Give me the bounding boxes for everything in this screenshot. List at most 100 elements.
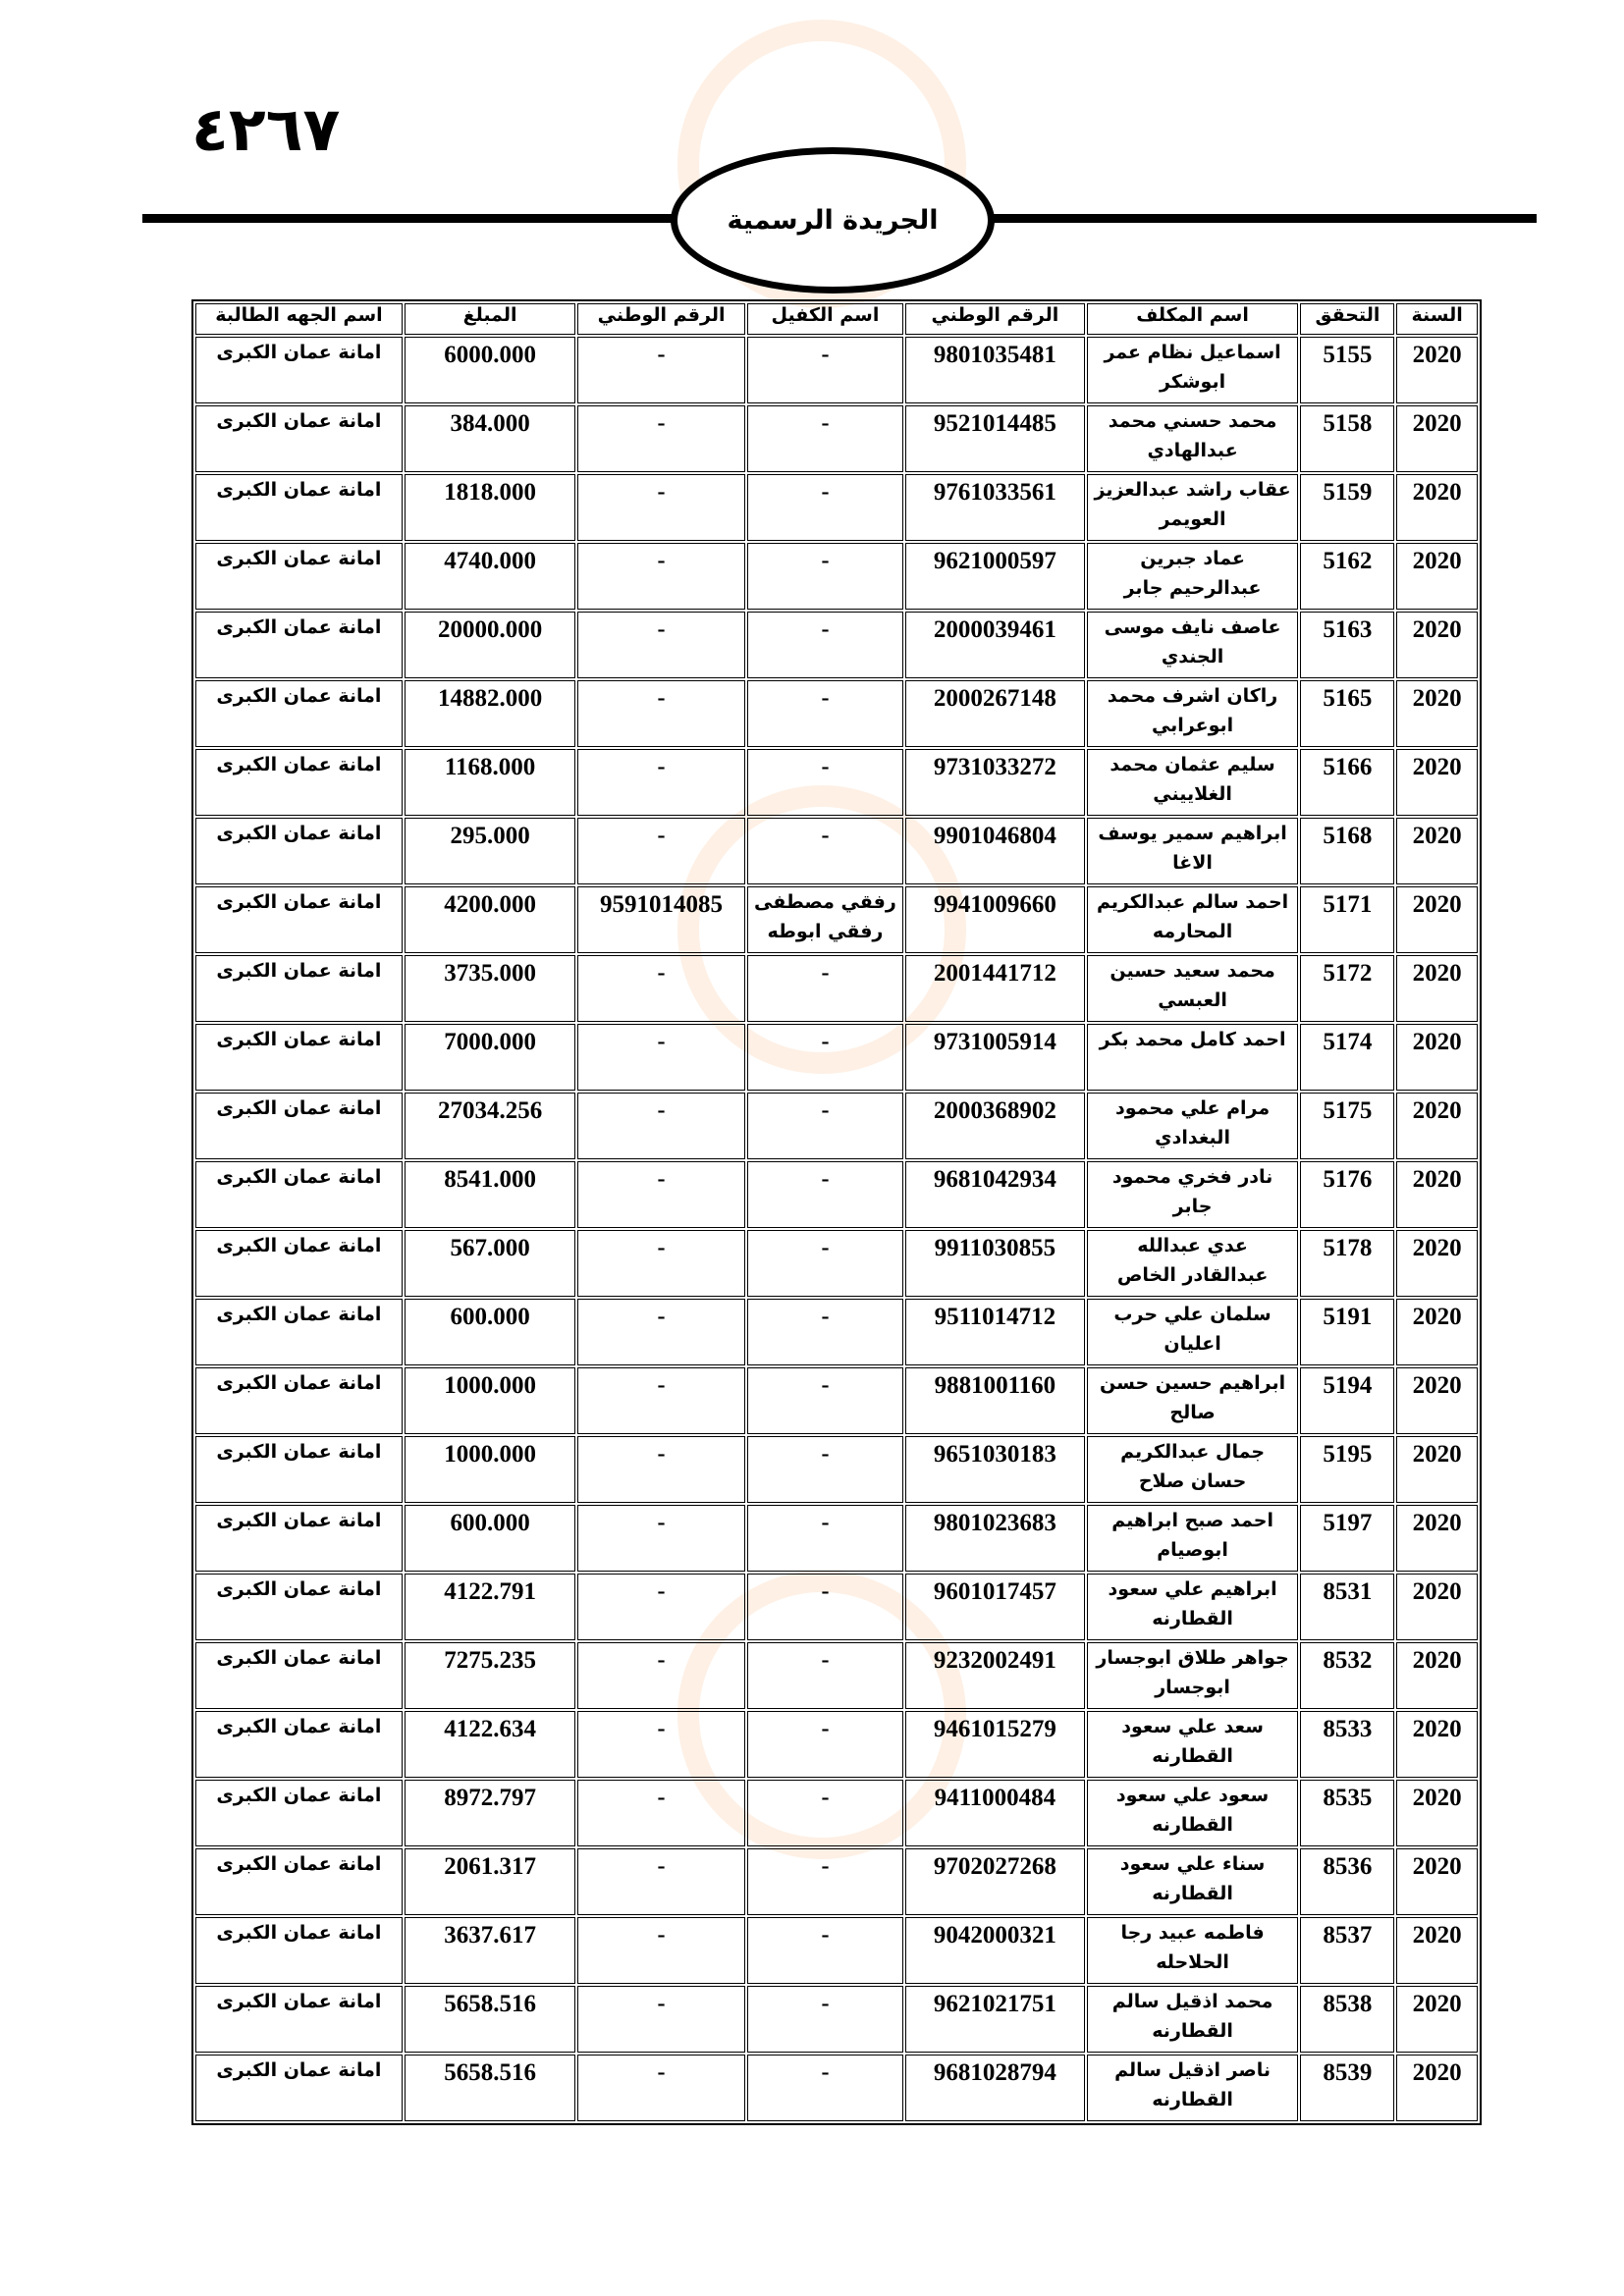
cell-national-id: 9232002491 <box>905 1642 1085 1709</box>
cell-year: 2020 <box>1396 543 1478 610</box>
cell-guarantor-national-id: - <box>577 1574 745 1640</box>
cell-debtor-name: سعد علي سعود القطارنه <box>1086 1711 1299 1778</box>
cell-amount: 7275.235 <box>404 1642 576 1709</box>
cell-amount: 5658.516 <box>404 2055 576 2121</box>
cell-amount: 4200.000 <box>404 886 576 953</box>
header-debtor-name: اسم المكلف <box>1086 303 1299 335</box>
cell-amount: 2061.317 <box>404 1848 576 1915</box>
cell-requesting-party: امانة عمان الكبرى <box>195 1024 403 1091</box>
cell-guarantor-name: - <box>746 1367 904 1434</box>
cell-debtor-name: فاطمه عبيد رجا الحلاحله <box>1086 1917 1299 1984</box>
cell-amount: 1000.000 <box>404 1367 576 1434</box>
cell-guarantor-name: - <box>746 1574 904 1640</box>
cell-year: 2020 <box>1396 1574 1478 1640</box>
table-row: 2020 8535 سعود علي سعود القطارنه 9411000484… <box>195 1780 1478 1846</box>
cell-verification: 5168 <box>1300 818 1395 884</box>
cell-guarantor-name: - <box>746 1986 904 2053</box>
cell-amount: 8972.797 <box>404 1780 576 1846</box>
cell-verification: 8536 <box>1300 1848 1395 1915</box>
table-row: 2020 5191 سلمان علي حرب اعليان 9511014712- -… <box>195 1299 1478 1365</box>
cell-guarantor-name: - <box>746 1780 904 1846</box>
cell-verification: 5166 <box>1300 749 1395 816</box>
cell-guarantor-name: - <box>746 1848 904 1915</box>
cell-guarantor-national-id: - <box>577 818 745 884</box>
cell-requesting-party: امانة عمان الكبرى <box>195 1780 403 1846</box>
cell-requesting-party: امانة عمان الكبرى <box>195 1230 403 1297</box>
cell-requesting-party: امانة عمان الكبرى <box>195 886 403 953</box>
cell-year: 2020 <box>1396 1093 1478 1159</box>
cell-year: 2020 <box>1396 1711 1478 1778</box>
cell-requesting-party: امانة عمان الكبرى <box>195 1161 403 1228</box>
cell-debtor-name: ابراهيم سمير يوسف الاغا <box>1086 818 1299 884</box>
cell-national-id: 9731005914 <box>905 1024 1085 1091</box>
cell-guarantor-national-id: - <box>577 1780 745 1846</box>
cell-guarantor-national-id: - <box>577 1711 745 1778</box>
cell-debtor-name: محمد سعيد حسين العبسي <box>1086 955 1299 1022</box>
cell-amount: 4122.634 <box>404 1711 576 1778</box>
cell-requesting-party: امانة عمان الكبرى <box>195 1848 403 1915</box>
cell-amount: 14882.000 <box>404 680 576 747</box>
cell-year: 2020 <box>1396 612 1478 678</box>
cell-year: 2020 <box>1396 1024 1478 1091</box>
cell-year: 2020 <box>1396 1848 1478 1915</box>
table-header-row: السنة التحقق اسم المكلف الرقم الوطني اسم الك… <box>195 303 1478 335</box>
cell-year: 2020 <box>1396 1917 1478 1984</box>
cell-guarantor-national-id: - <box>577 680 745 747</box>
cell-guarantor-national-id: - <box>577 543 745 610</box>
cell-guarantor-name: - <box>746 1093 904 1159</box>
cell-verification: 8538 <box>1300 1986 1395 2053</box>
cell-requesting-party: امانة عمان الكبرى <box>195 474 403 541</box>
table-row: 2020 5195 جمال عبدالكريم حسان صلاح 96510301… <box>195 1436 1478 1503</box>
cell-guarantor-national-id: - <box>577 1093 745 1159</box>
cell-guarantor-national-id: - <box>577 612 745 678</box>
cell-requesting-party: امانة عمان الكبرى <box>195 1436 403 1503</box>
cell-verification: 8535 <box>1300 1780 1395 1846</box>
cell-amount: 3637.617 <box>404 1917 576 1984</box>
cell-verification: 8533 <box>1300 1711 1395 1778</box>
cell-verification: 5194 <box>1300 1367 1395 1434</box>
cell-verification: 5159 <box>1300 474 1395 541</box>
table-row: 2020 5162 عماد جبرين عبدالرحيم جابر 9621000… <box>195 543 1478 610</box>
cell-verification: 8532 <box>1300 1642 1395 1709</box>
table-row: 2020 5159 عقاب راشد عبدالعزيز العويمر 97610… <box>195 474 1478 541</box>
table-row: 2020 8537 فاطمه عبيد رجا الحلاحله 904200032… <box>195 1917 1478 1984</box>
cell-guarantor-national-id: - <box>577 955 745 1022</box>
header-guarantor-name: اسم الكفيل <box>746 303 904 335</box>
cell-year: 2020 <box>1396 749 1478 816</box>
cell-amount: 384.000 <box>404 405 576 472</box>
cell-verification: 5175 <box>1300 1093 1395 1159</box>
cell-debtor-name: احمد كامل محمد بكر <box>1086 1024 1299 1091</box>
cell-verification: 5178 <box>1300 1230 1395 1297</box>
cell-debtor-name: محمد حسني محمد عبدالهادي <box>1086 405 1299 472</box>
cell-guarantor-name: - <box>746 1230 904 1297</box>
cell-guarantor-name: - <box>746 1161 904 1228</box>
table-row: 2020 8531 ابراهيم علي سعود القطارنه 9601017… <box>195 1574 1478 1640</box>
cell-requesting-party: امانة عمان الكبرى <box>195 2055 403 2121</box>
cell-guarantor-national-id: - <box>577 1367 745 1434</box>
cell-guarantor-name: - <box>746 955 904 1022</box>
cell-year: 2020 <box>1396 2055 1478 2121</box>
cell-requesting-party: امانة عمان الكبرى <box>195 1505 403 1572</box>
cell-guarantor-name: - <box>746 1917 904 1984</box>
table-row: 2020 8539 ناصر اذقيل سالم القطارنه 96810287… <box>195 2055 1478 2121</box>
cell-debtor-name: احمد صبح ابراهيم ابوصيام <box>1086 1505 1299 1572</box>
cell-amount: 1000.000 <box>404 1436 576 1503</box>
header-amount: المبلغ <box>404 303 576 335</box>
cell-national-id: 9681042934 <box>905 1161 1085 1228</box>
cell-year: 2020 <box>1396 955 1478 1022</box>
cell-guarantor-national-id: - <box>577 474 745 541</box>
cell-guarantor-name: - <box>746 680 904 747</box>
cell-requesting-party: امانة عمان الكبرى <box>195 818 403 884</box>
cell-verification: 5165 <box>1300 680 1395 747</box>
cell-national-id: 9941009660 <box>905 886 1085 953</box>
cell-requesting-party: امانة عمان الكبرى <box>195 1986 403 2053</box>
cell-verification: 5191 <box>1300 1299 1395 1365</box>
cell-amount: 1818.000 <box>404 474 576 541</box>
cell-guarantor-national-id: - <box>577 1161 745 1228</box>
cell-guarantor-name: - <box>746 612 904 678</box>
cell-year: 2020 <box>1396 337 1478 403</box>
cell-debtor-name: راكان اشرف محمد ابوعرابي <box>1086 680 1299 747</box>
cell-year: 2020 <box>1396 818 1478 884</box>
table-row: 2020 5194 ابراهيم حسين حسن صالح 9881001160-… <box>195 1367 1478 1434</box>
cell-national-id: 9601017457 <box>905 1574 1085 1640</box>
